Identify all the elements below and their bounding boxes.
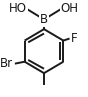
Text: F: F (70, 32, 77, 45)
Text: HO: HO (9, 2, 27, 15)
Text: OH: OH (61, 2, 79, 15)
Text: Br: Br (0, 57, 13, 70)
Text: B: B (40, 13, 48, 26)
